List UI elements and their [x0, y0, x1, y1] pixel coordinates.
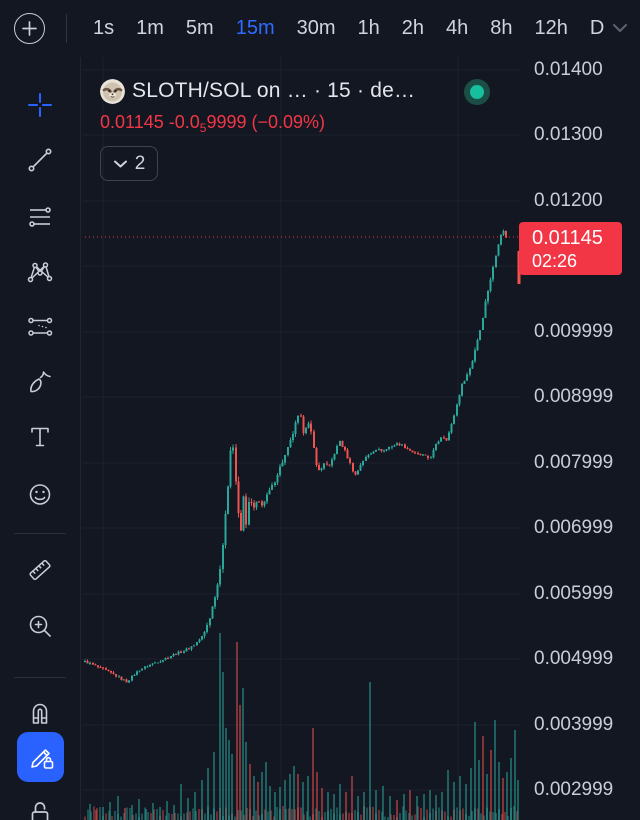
badge-price: 0.01145 — [532, 227, 603, 249]
ruler-icon — [29, 559, 51, 581]
timeframe-D[interactable]: D — [589, 17, 605, 39]
timeframe-row: 1s 1m 5m 15m 30m 1h 2h 4h 8h 12h D — [82, 0, 615, 57]
last-price-badge: 0.01145 02:26 — [519, 222, 622, 275]
trend-line-icon — [28, 148, 52, 172]
drawing-toolbar — [0, 57, 81, 820]
price-change-digits: 9999 — [206, 112, 247, 132]
unlock-icon — [31, 802, 49, 820]
symbol-row[interactable]: SLOTH/SOL on … · 15 · de… — [100, 77, 415, 105]
projection-icon — [28, 317, 53, 336]
tool-projection[interactable] — [0, 313, 80, 341]
tool-horizontal-lines[interactable] — [0, 203, 80, 231]
indicator-count: 2 — [134, 152, 146, 174]
tool-drawing-lock-active[interactable] — [17, 732, 64, 782]
chevron-down-icon — [113, 160, 127, 167]
toolbar-divider — [66, 14, 67, 43]
magnet-icon — [32, 703, 48, 724]
timeframe-5m[interactable]: 5m — [185, 17, 214, 39]
timeframe-1h[interactable]: 1h — [357, 17, 380, 39]
market-status-dot[interactable] — [464, 79, 490, 105]
crosshair-icon — [28, 93, 52, 117]
zoom-in-icon — [29, 615, 51, 637]
brush-icon — [30, 371, 51, 393]
chevron-down-icon[interactable] — [610, 21, 630, 35]
price-change-pct: (−0.09%) — [246, 112, 326, 132]
tool-magnet[interactable] — [0, 699, 80, 727]
horizontal-lines-icon — [29, 207, 51, 227]
emoji-icon — [29, 484, 51, 505]
timeframe-1m[interactable]: 1m — [136, 17, 164, 39]
timeframe-15m[interactable]: 15m — [235, 17, 275, 39]
tool-zoom-in[interactable] — [0, 612, 80, 640]
xabcd-pattern-icon — [27, 262, 53, 283]
chart-legend: SLOTH/SOL on … · 15 · de… 0.01145 -0.059… — [100, 77, 415, 181]
add-symbol-button[interactable] — [14, 13, 45, 44]
timeframe-2h[interactable]: 2h — [401, 17, 425, 39]
tool-ruler[interactable] — [0, 556, 80, 584]
tool-brush[interactable] — [0, 368, 80, 396]
pencil-lock-icon — [30, 749, 53, 769]
timeframe-30m[interactable]: 30m — [296, 17, 336, 39]
price-change-subscript: 5 — [199, 121, 207, 135]
tool-trend-line[interactable] — [0, 146, 80, 174]
sidebar-edge — [80, 57, 81, 820]
timeframe-12h[interactable]: 12h — [534, 17, 568, 39]
tool-text[interactable] — [0, 423, 80, 451]
price-change-prefix: -0.0 — [168, 112, 200, 132]
tool-xabcd-pattern[interactable] — [0, 258, 80, 286]
top-toolbar: 1s 1m 5m 15m 30m 1h 2h 4h 8h 12h D — [0, 0, 640, 57]
timeframe-8h[interactable]: 8h — [490, 17, 513, 39]
plus-icon — [22, 21, 37, 36]
sidebar-divider — [14, 533, 66, 534]
sidebar-divider — [14, 677, 66, 678]
price-change-row: 0.01145 -0.059999 (−0.09%) — [100, 112, 415, 135]
tool-emoji[interactable] — [0, 480, 80, 508]
symbol-title[interactable]: SLOTH/SOL on … · 15 · de… — [132, 79, 416, 102]
badge-countdown: 02:26 — [532, 251, 578, 271]
tool-unlock[interactable] — [0, 798, 80, 820]
timeframe-1s[interactable]: 1s — [93, 17, 115, 39]
last-price: 0.01145 — [100, 112, 164, 132]
sloth-avatar — [100, 78, 125, 104]
text-icon — [31, 427, 49, 447]
indicators-collapse-button[interactable]: 2 — [100, 146, 158, 181]
tool-crosshair[interactable] — [0, 91, 80, 119]
timeframe-4h[interactable]: 4h — [446, 17, 469, 39]
